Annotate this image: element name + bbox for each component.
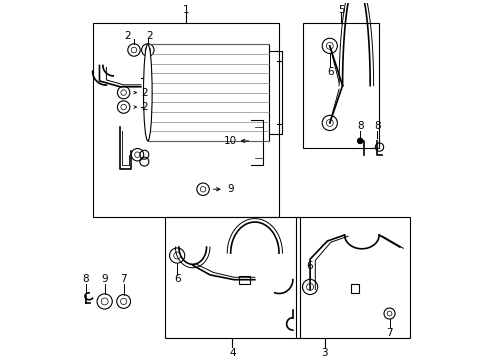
Bar [350, 284, 358, 293]
Text: 2: 2 [141, 102, 147, 112]
Bar [296, 217, 409, 338]
Text: 9: 9 [227, 184, 234, 194]
Circle shape [357, 138, 362, 144]
Text: 8: 8 [356, 121, 363, 131]
Text: 2: 2 [141, 87, 147, 98]
Text: 6: 6 [326, 67, 333, 77]
Bar [165, 217, 299, 338]
Text: 2: 2 [146, 31, 153, 41]
Text: 8: 8 [373, 121, 380, 131]
Text: 5: 5 [337, 5, 344, 15]
Bar [239, 276, 249, 284]
Text: 9: 9 [101, 274, 108, 284]
Ellipse shape [143, 44, 152, 141]
Text: 10: 10 [224, 136, 237, 146]
Bar [147, 44, 268, 141]
Bar [303, 23, 378, 148]
Text: 4: 4 [229, 348, 235, 358]
Text: 1: 1 [182, 5, 189, 15]
Text: 6: 6 [305, 261, 312, 271]
Text: 7: 7 [386, 328, 392, 338]
Text: 2: 2 [123, 31, 130, 41]
Text: 8: 8 [82, 274, 89, 284]
Bar [92, 23, 279, 217]
Text: 7: 7 [120, 274, 127, 284]
Text: 6: 6 [174, 274, 181, 284]
Text: 3: 3 [321, 348, 327, 358]
